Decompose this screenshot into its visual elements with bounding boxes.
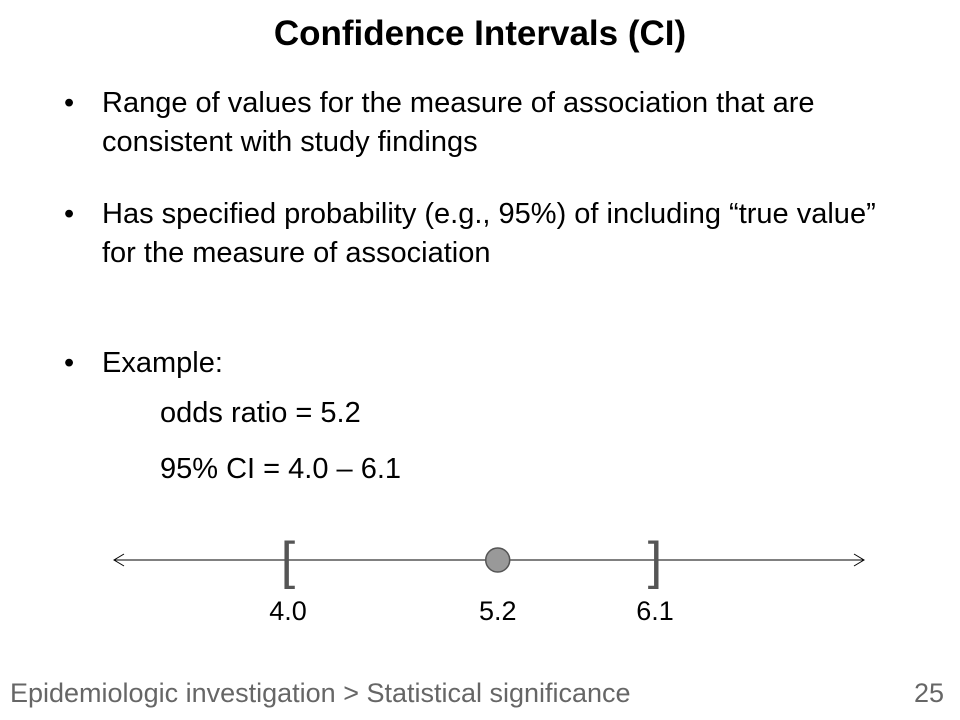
confidence-interval-number-line: [ ] 4.0 5.2 6.1	[113, 532, 865, 626]
example-confidence-interval: 95% CI = 4.0 – 6.1	[160, 453, 402, 485]
bullet-range-of-values: • Range of values for the measure of ass…	[64, 84, 904, 162]
lower-bound-label: 4.0	[269, 596, 307, 626]
bullet-text: Has specified probability (e.g., 95%) of…	[102, 198, 876, 269]
left-arrow-head	[113, 553, 125, 567]
bullet-marker: •	[64, 347, 75, 379]
bullet-text: Range of values for the measure of assoc…	[102, 87, 815, 158]
point-estimate-label: 5.2	[479, 596, 517, 626]
slide-title: Confidence Intervals (CI)	[273, 14, 687, 53]
point-estimate-marker	[484, 547, 511, 573]
bullet-marker: •	[64, 87, 75, 119]
upper-bound-label: 6.1	[636, 596, 674, 626]
example-odds-ratio: odds ratio = 5.2	[160, 397, 361, 429]
page-number: 25	[913, 678, 944, 708]
footer-breadcrumb: Epidemiologic investigation > Statistica…	[10, 678, 631, 708]
upper-bound-bracket: ]	[648, 532, 662, 590]
bullet-specified-probability: • Has specified probability (e.g., 95%) …	[64, 195, 904, 273]
right-arrow-head	[853, 553, 865, 567]
bullet-marker: •	[64, 198, 75, 230]
bullet-example: • Example:	[64, 344, 904, 383]
lower-bound-bracket: [	[281, 532, 296, 590]
bullet-text: Example:	[102, 347, 223, 379]
